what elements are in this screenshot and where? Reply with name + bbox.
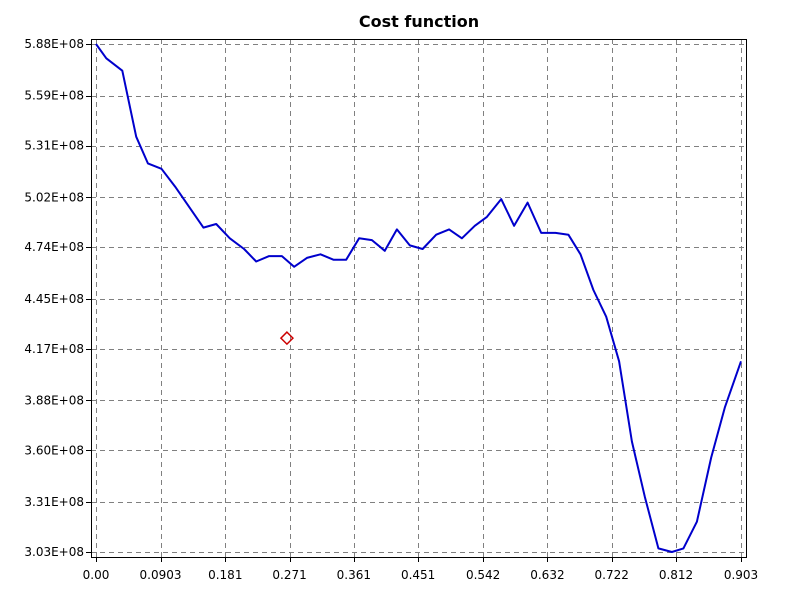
x-tick-label: 0.451 [401,568,435,582]
x-tick-label: 0.00 [83,568,110,582]
y-tick-label: 5.88E+08 [24,37,84,51]
y-tick-label: 3.60E+08 [24,443,84,457]
axis-ticks [86,44,742,562]
y-tick-label: 4.17E+08 [24,342,84,356]
data-marks [95,43,742,553]
grid-lines [91,39,746,557]
y-tick-label: 4.45E+08 [24,292,84,306]
y-tick-label: 5.31E+08 [24,139,84,153]
x-axis-tick-labels: 0.00 0.0903 0.181 0.271 0.361 0.451 0.542 0.632… [83,568,759,582]
x-tick-label: 0.271 [272,568,306,582]
x-tick-label: 0.542 [466,568,500,582]
x-tick-label: 0.812 [659,568,693,582]
x-tick-label: 0.0903 [140,568,182,582]
y-tick-label: 5.59E+08 [24,89,84,103]
chart-title: Cost function [359,12,479,31]
x-tick-label: 0.722 [595,568,629,582]
cost-curve-line [95,43,742,553]
y-tick-label: 4.74E+08 [24,240,84,254]
y-tick-label: 3.31E+08 [24,495,84,509]
y-tick-label: 5.02E+08 [24,190,84,204]
x-tick-label: 0.632 [530,568,564,582]
x-tick-label: 0.903 [724,568,758,582]
x-tick-label: 0.361 [337,568,371,582]
plot-frame [91,39,747,558]
y-tick-label: 3.88E+08 [24,393,84,407]
x-tick-label: 0.181 [208,568,242,582]
y-tick-label: 3.03E+08 [24,545,84,559]
y-axis-tick-labels: 3.03E+08 3.31E+08 3.60E+08 3.88E+08 4.17E+08… [24,37,84,559]
current-point-diamond-marker [279,331,294,346]
